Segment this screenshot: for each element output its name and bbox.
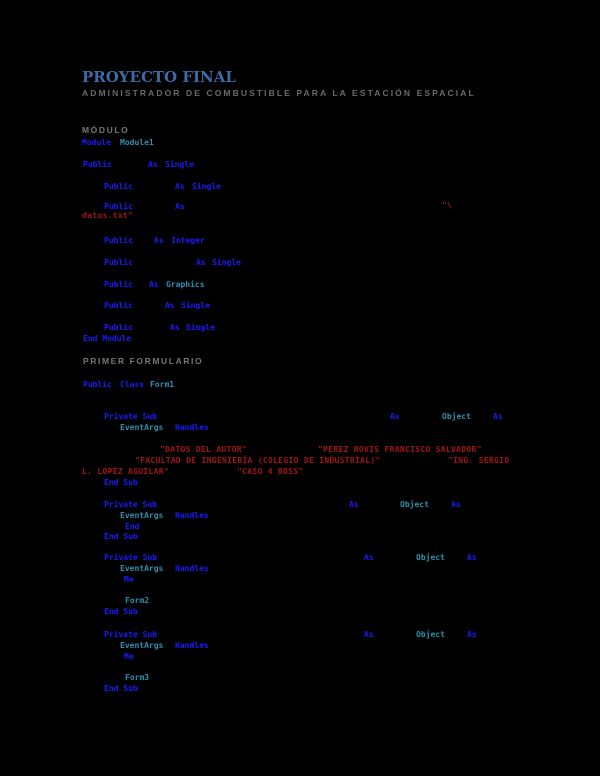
- sub-keyword: Private Sub: [104, 553, 157, 562]
- type-name: Object: [400, 500, 429, 509]
- as-keyword: As: [467, 553, 477, 562]
- end-module: End Module: [83, 334, 132, 343]
- string-literal: L. LOPEZ AGUILAR": [82, 467, 169, 476]
- as-keyword: As: [154, 236, 164, 245]
- me-keyword: Me: [124, 652, 134, 661]
- me-keyword: Me: [124, 575, 134, 584]
- as-keyword: As: [390, 412, 400, 421]
- type-name: EventArgs: [120, 423, 164, 432]
- type-name: Single: [186, 323, 215, 332]
- as-keyword: As: [451, 500, 461, 509]
- as-keyword: As: [364, 553, 374, 562]
- as-keyword: As: [364, 630, 374, 639]
- type-name: Graphics: [166, 280, 205, 289]
- handles-keyword: Handles: [175, 423, 209, 432]
- public-keyword: Public: [104, 323, 133, 332]
- sub-keyword: Private Sub: [104, 630, 157, 639]
- as-keyword: As: [175, 182, 185, 191]
- as-keyword: As: [467, 630, 477, 639]
- module-keyword: Module: [82, 138, 111, 147]
- module-heading: MÓDULO: [82, 125, 130, 135]
- as-keyword: As: [349, 500, 359, 509]
- form-name: Form3: [125, 673, 150, 682]
- type-name: Object: [416, 630, 445, 639]
- type-name: Object: [416, 553, 445, 562]
- string-literal: datos.txt": [82, 211, 134, 220]
- string-literal: "PÉREZ ROVIS FRANCISCO SALVADOR": [318, 445, 482, 454]
- handles-keyword: Handles: [175, 564, 209, 573]
- string-literal: "CASO 4 BOSS": [237, 467, 304, 476]
- string-literal: "FACULTAD DE INGENIERÍA (COLEGIO DE INDU…: [135, 456, 381, 465]
- public-keyword: Public: [104, 236, 133, 245]
- end-sub: End Sub: [104, 532, 138, 541]
- public-keyword: Public: [104, 258, 133, 267]
- handles-keyword: Handles: [175, 511, 209, 520]
- string-literal: "DATOS DEL AUTOR": [160, 445, 247, 454]
- public-keyword: Public: [104, 202, 133, 211]
- type-name: EventArgs: [120, 564, 164, 573]
- end-sub: End Sub: [104, 684, 138, 693]
- string-literal: "\: [442, 201, 453, 210]
- type-name: Single: [212, 258, 241, 267]
- sub-keyword: Private Sub: [104, 500, 157, 509]
- as-keyword: As: [170, 323, 180, 332]
- string-literal: "ING. SERGIO: [448, 456, 510, 465]
- type-name: Single: [192, 182, 221, 191]
- type-name: Integer: [171, 236, 205, 245]
- class-keyword: Class: [120, 380, 145, 389]
- as-keyword: As: [175, 202, 185, 211]
- module-name: Module1: [120, 138, 154, 147]
- as-keyword: As: [196, 258, 206, 267]
- type-name: EventArgs: [120, 511, 164, 520]
- type-name: Object: [442, 412, 471, 421]
- end-sub: End Sub: [104, 607, 138, 616]
- class-name: Form1: [150, 380, 175, 389]
- public-keyword: Public: [83, 160, 112, 169]
- type-name: EventArgs: [120, 641, 164, 650]
- public-keyword: Public: [83, 380, 112, 389]
- type-name: Single: [165, 160, 194, 169]
- type-name: Single: [181, 301, 210, 310]
- end-sub: End Sub: [104, 478, 138, 487]
- public-keyword: Public: [104, 280, 133, 289]
- as-keyword: As: [165, 301, 175, 310]
- handles-keyword: Handles: [175, 641, 209, 650]
- public-keyword: Public: [104, 182, 133, 191]
- as-keyword: As: [148, 160, 158, 169]
- form-heading: PRIMER FORMULARIO: [83, 356, 204, 366]
- as-keyword: As: [493, 412, 503, 421]
- sub-keyword: Private Sub: [104, 412, 157, 421]
- public-keyword: Public: [104, 301, 133, 310]
- end-statement: End: [125, 522, 140, 531]
- as-keyword: As: [149, 280, 159, 289]
- form-name: Form2: [125, 596, 150, 605]
- document-subtitle: ADMINISTRADOR DE COMBUSTIBLE PARA LA EST…: [82, 88, 476, 98]
- document-title: PROYECTO FINAL: [82, 68, 236, 86]
